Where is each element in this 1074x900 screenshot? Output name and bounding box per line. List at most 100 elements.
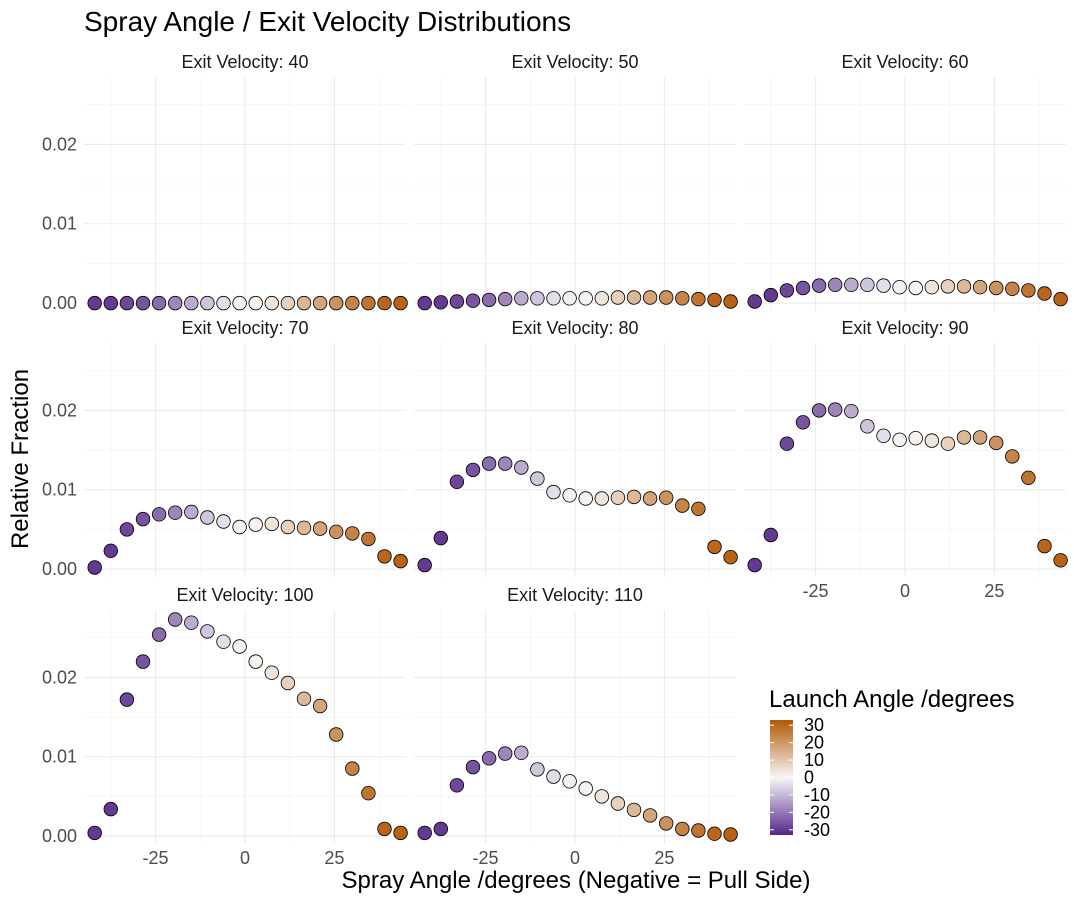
data-point xyxy=(860,277,875,293)
data-point xyxy=(1005,449,1020,464)
data-point xyxy=(151,295,167,311)
facet-strip-label: Exit Velocity: 70 xyxy=(181,318,308,338)
data-point xyxy=(546,769,561,784)
data-point xyxy=(659,816,674,831)
legend-label: 10 xyxy=(804,750,824,770)
legend-label: -20 xyxy=(804,802,830,822)
data-point xyxy=(578,781,593,796)
data-point xyxy=(707,539,722,555)
data-point xyxy=(377,295,392,311)
data-point xyxy=(312,295,328,311)
data-point xyxy=(393,553,408,569)
data-point xyxy=(530,471,545,486)
data-point xyxy=(184,615,199,630)
data-point xyxy=(361,531,376,547)
x-tick-label: 0 xyxy=(900,581,910,601)
y-tick-label: 0.02 xyxy=(42,667,77,687)
facet-panel: Exit Velocity: 40 0.00 0.01 0.02 xyxy=(42,52,408,313)
data-point xyxy=(707,826,722,841)
data-point xyxy=(924,433,940,448)
data-point xyxy=(828,402,843,417)
data-point xyxy=(747,557,762,573)
data-point xyxy=(312,521,328,536)
data-point xyxy=(892,280,907,295)
data-point xyxy=(989,435,1004,451)
y-tick-label: 0.01 xyxy=(42,480,77,500)
x-tick-label: -25 xyxy=(803,581,829,601)
data-point xyxy=(908,431,923,446)
data-point xyxy=(167,612,183,627)
data-point xyxy=(594,491,610,506)
data-point xyxy=(795,280,811,296)
x-tick-label: 25 xyxy=(654,848,674,868)
data-point xyxy=(691,501,706,517)
legend-colorbar xyxy=(770,720,793,835)
data-point xyxy=(296,691,312,707)
data-point xyxy=(248,654,263,669)
data-point xyxy=(167,505,183,520)
data-point xyxy=(498,291,513,307)
data-point xyxy=(280,519,296,535)
data-point xyxy=(675,498,690,513)
data-point xyxy=(747,294,762,309)
data-point xyxy=(530,762,545,777)
data-point xyxy=(103,801,119,817)
facet-panel: Exit Velocity: 90 -25 0 25 xyxy=(744,318,1068,601)
data-point xyxy=(578,291,593,306)
data-point xyxy=(296,520,312,536)
data-point xyxy=(659,290,674,305)
data-point xyxy=(264,295,280,311)
y-tick-label: 0.01 xyxy=(42,214,77,234)
data-point xyxy=(361,295,376,311)
data-point xyxy=(876,428,891,444)
facet-strip-label: Exit Velocity: 80 xyxy=(511,318,638,338)
data-point xyxy=(449,474,465,490)
data-point xyxy=(200,295,215,311)
data-point xyxy=(87,825,102,841)
data-point xyxy=(811,403,827,418)
data-point xyxy=(779,283,795,298)
data-point xyxy=(530,291,545,306)
data-point xyxy=(200,510,215,525)
facet-panel: Exit Velocity: 50 xyxy=(414,52,738,311)
data-point xyxy=(151,627,167,642)
data-point xyxy=(465,759,481,775)
facet-panel: Exit Velocity: 70 0.00 0.01 0.02 xyxy=(42,318,408,579)
facet-strip-label: Exit Velocity: 40 xyxy=(181,52,308,72)
data-point xyxy=(248,295,263,311)
data-point xyxy=(498,456,513,471)
data-point xyxy=(449,294,465,309)
data-point xyxy=(417,557,432,573)
data-point xyxy=(779,436,795,451)
data-point xyxy=(216,634,231,649)
data-point xyxy=(723,294,738,309)
data-point xyxy=(844,277,859,293)
data-point xyxy=(393,825,408,841)
data-point xyxy=(562,291,577,306)
data-point xyxy=(433,821,449,837)
data-point xyxy=(329,295,344,311)
data-point xyxy=(312,698,328,714)
data-point xyxy=(264,516,280,532)
data-point xyxy=(151,507,167,522)
data-point xyxy=(989,280,1004,296)
facet-panel: Exit Velocity: 80 xyxy=(414,318,738,577)
data-point xyxy=(345,761,360,776)
data-point xyxy=(956,279,972,294)
data-point xyxy=(498,746,513,761)
y-tick-label: 0.00 xyxy=(42,826,77,846)
data-point xyxy=(924,280,940,295)
x-tick-label: 0 xyxy=(570,848,580,868)
data-point xyxy=(940,436,956,451)
facet-strip-label: Exit Velocity: 50 xyxy=(511,52,638,72)
data-point xyxy=(296,295,312,311)
data-point xyxy=(972,430,988,445)
data-point xyxy=(87,295,102,311)
data-point xyxy=(763,287,779,303)
data-point xyxy=(135,654,151,669)
data-point xyxy=(119,522,135,537)
data-point xyxy=(642,491,658,506)
y-tick-label: 0.00 xyxy=(42,293,77,313)
